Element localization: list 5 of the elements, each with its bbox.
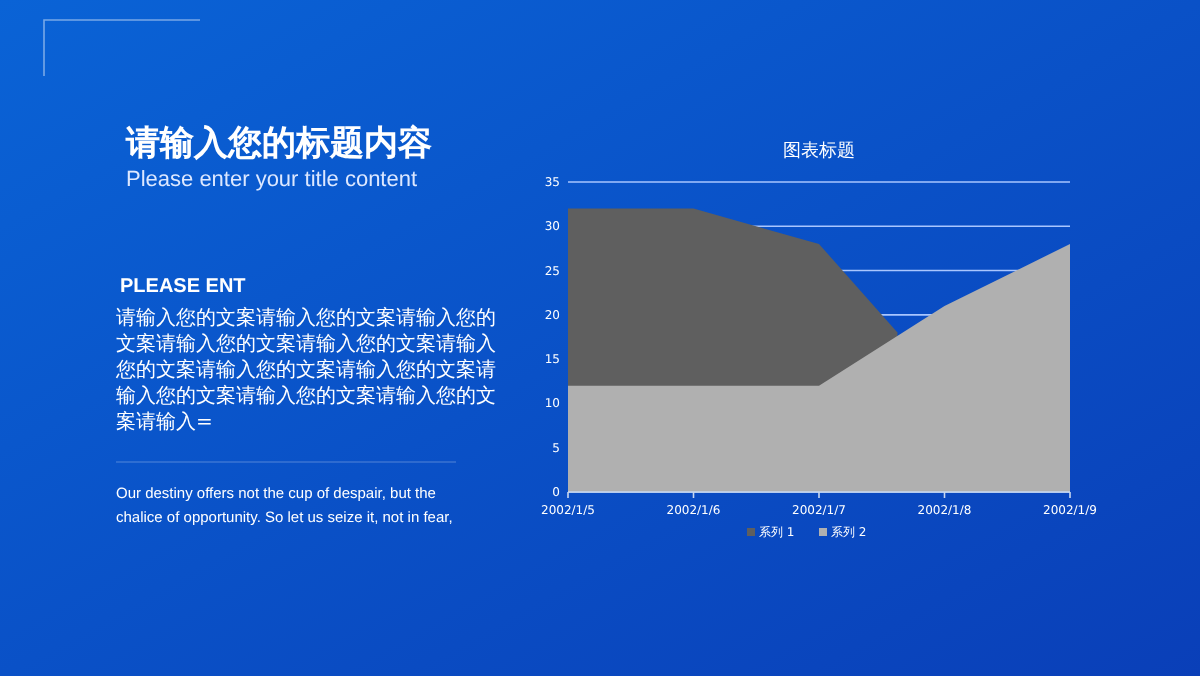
text: 请输入您的标题内容 xyxy=(124,124,432,164)
text: Please enter your title content xyxy=(126,168,418,192)
text: 请输入您的文案请输入您的文案请输入您的文案请输入您的文案请输入您的文案请输入您的文案请输入您的文案请输入您的文案请输入您的文案请输入您的文案请输入您的文案请输入= xyxy=(114,306,496,434)
text: PLEASE ENT xyxy=(120,276,246,298)
chart-title: 图表标题 xyxy=(783,140,855,162)
